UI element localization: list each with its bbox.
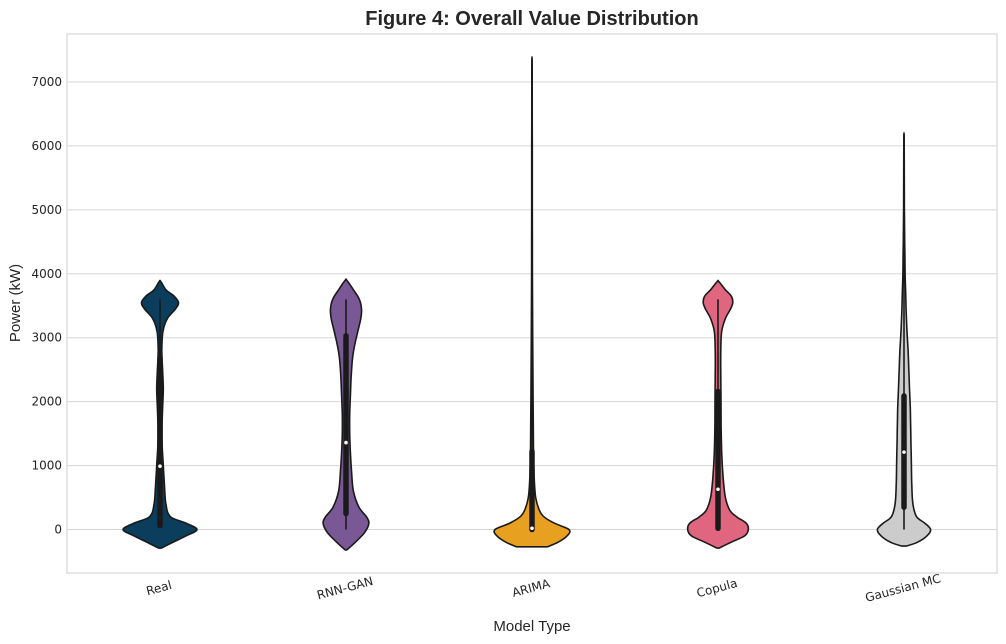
x-tick-labels: Real RNN-GAN ARIMA Copula Gaussian MC [145,571,943,605]
y-tick-label: 1000 [31,459,62,473]
violin-median [158,464,162,469]
violin-median [344,440,348,445]
y-tick-label: 6000 [31,139,62,153]
y-tick-label: 2000 [31,395,62,409]
x-tick-label: ARIMA [510,576,552,600]
x-tick-label: Real [145,578,174,598]
violin-median [530,526,534,531]
y-tick-label: 3000 [31,331,62,345]
y-tick-label: 7000 [31,75,62,89]
violin-4 [876,132,932,547]
y-axis-label: Power (kW) [7,264,24,342]
violin-1 [322,278,370,551]
violin-median [716,487,720,492]
x-axis-label: Model Type [493,618,570,635]
x-tick-label: RNN-GAN [315,574,374,602]
violin-median [902,450,906,454]
violin-0 [122,279,198,549]
chart-title: Figure 4: Overall Value Distribution [365,8,698,30]
violin-3 [686,279,750,549]
y-tick-labels: 0 1000 2000 3000 4000 5000 6000 7000 [31,75,62,537]
y-tick-label: 5000 [31,203,62,217]
y-tick-label: 4000 [31,267,62,281]
x-tick-label: Gaussian MC [864,571,943,605]
violins [122,55,932,551]
violin-2 [493,55,571,548]
x-tick-label: Copula [695,576,739,600]
y-tick-label: 0 [54,523,62,537]
